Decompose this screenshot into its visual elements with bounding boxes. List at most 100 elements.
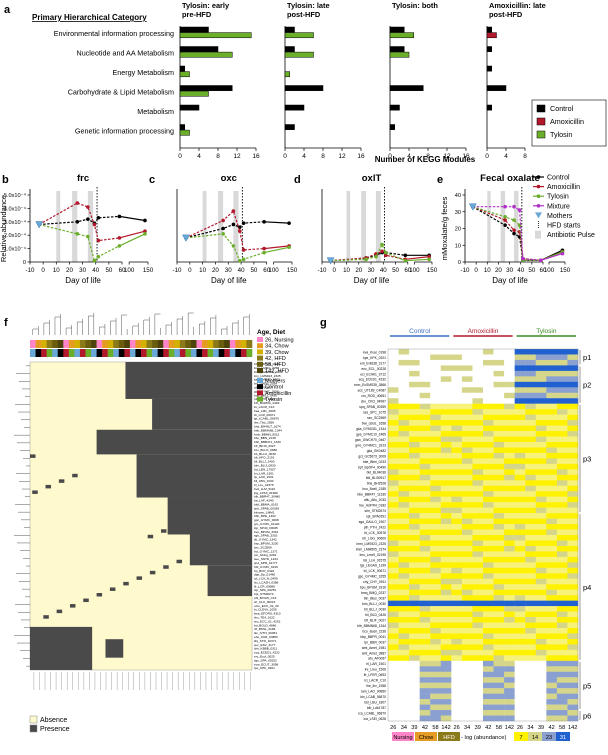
abundance-cell bbox=[546, 671, 558, 678]
abundance-cell bbox=[398, 677, 410, 683]
abundance-cell bbox=[567, 671, 579, 678]
row-label: lrt_LCK_00578 bbox=[364, 531, 386, 535]
abundance-cell bbox=[461, 617, 473, 623]
abundance-cell bbox=[525, 414, 536, 421]
abundance-cell bbox=[430, 452, 441, 459]
section-label: p1 bbox=[583, 353, 591, 362]
series-line-late-control bbox=[119, 215, 146, 222]
abundance-cell bbox=[535, 649, 547, 656]
category-label: Nucleotide and AA Metabolism bbox=[77, 49, 175, 58]
abundance-cell bbox=[493, 420, 505, 426]
abundance-cell bbox=[472, 638, 484, 645]
abundance-cell bbox=[546, 704, 558, 711]
bar-control bbox=[389, 124, 395, 130]
row-label: bmq_BMQ_0237 bbox=[361, 591, 386, 595]
abundance-cell bbox=[451, 600, 463, 607]
abundance-cell bbox=[440, 606, 452, 612]
abundance-cell bbox=[493, 633, 505, 640]
abundance-cell bbox=[514, 524, 526, 530]
abundance-cell bbox=[409, 392, 420, 399]
abundance-cell bbox=[409, 480, 420, 486]
abundance-cell bbox=[451, 655, 463, 662]
series-point-tylosin bbox=[143, 232, 147, 236]
abundance-cell bbox=[461, 567, 473, 574]
abundance-cell bbox=[398, 649, 410, 656]
abundance-cell bbox=[483, 518, 494, 525]
abundance-cell bbox=[440, 567, 452, 574]
abundance-cell bbox=[525, 387, 536, 393]
diet-legend-swatch bbox=[415, 732, 437, 741]
abundance-cell bbox=[419, 496, 431, 503]
row-label: bbp_BBPR_0041 bbox=[361, 635, 387, 639]
group-annotation-cell bbox=[235, 349, 242, 357]
abundance-cell bbox=[546, 502, 558, 508]
abundance-cell bbox=[504, 666, 515, 672]
abundance-cell bbox=[440, 425, 452, 432]
abundance-cell bbox=[388, 704, 399, 711]
abundance-cell bbox=[388, 644, 399, 651]
abundance-cell bbox=[504, 496, 515, 503]
abundance-cell bbox=[461, 600, 473, 607]
series-point-mixture bbox=[560, 251, 565, 256]
abundance-cell bbox=[451, 649, 463, 656]
age-annotation-cell bbox=[213, 340, 219, 348]
row-label: spt_SPA0291 bbox=[366, 514, 386, 518]
abundance-cell bbox=[567, 573, 579, 579]
abundance-cell bbox=[461, 409, 473, 415]
age-annotation-cell bbox=[102, 340, 108, 348]
abundance-cell bbox=[419, 458, 431, 465]
abundance-cell bbox=[409, 447, 420, 454]
abundance-cell bbox=[398, 524, 410, 530]
group-annotation-cell bbox=[179, 349, 186, 357]
row-label: pbl_BVIAS_C15 bbox=[254, 596, 277, 600]
abundance-cell bbox=[419, 628, 431, 634]
abundance-cell bbox=[525, 704, 536, 711]
bar-control bbox=[486, 46, 492, 52]
x-tick-label: 50 bbox=[250, 267, 257, 274]
abundance-cell bbox=[525, 431, 536, 437]
row-label: gpc_GYMC_0498 bbox=[254, 518, 279, 522]
abundance-cell bbox=[451, 447, 463, 454]
series-point-tylosin bbox=[364, 257, 368, 262]
legend-label: 39, Chow bbox=[265, 350, 290, 356]
abundance-cell bbox=[567, 710, 579, 716]
abundance-cell bbox=[567, 370, 579, 377]
abundance-cell bbox=[461, 529, 473, 536]
abundance-cell bbox=[472, 562, 484, 569]
abundance-cell bbox=[514, 622, 526, 629]
abundance-cell bbox=[556, 693, 568, 700]
abundance-cell bbox=[461, 431, 473, 437]
abundance-cell bbox=[504, 365, 515, 372]
abundance-cell bbox=[419, 469, 431, 476]
abundance-cell bbox=[430, 710, 441, 716]
series-line-tylosin bbox=[472, 206, 541, 261]
series-point-tylosin bbox=[383, 250, 388, 255]
abundance-cell bbox=[419, 349, 431, 355]
row-label: bce_BBL1_0426 bbox=[254, 393, 277, 397]
abundance-cell bbox=[483, 387, 494, 393]
x-tick-label: 100 bbox=[544, 267, 555, 274]
abundance-cell bbox=[483, 611, 494, 618]
abundance-cell bbox=[514, 420, 526, 426]
abundance-cell bbox=[472, 611, 484, 618]
series-point-mothers bbox=[35, 221, 44, 229]
abundance-cell bbox=[546, 628, 558, 634]
abundance-cell bbox=[535, 611, 547, 618]
abundance-cell bbox=[419, 518, 431, 525]
row-label: bld_BLi00917 bbox=[366, 476, 386, 480]
abundance-cell bbox=[504, 502, 515, 508]
abundance-cell bbox=[567, 518, 579, 525]
abundance-cell bbox=[493, 562, 505, 569]
abundance-cell bbox=[451, 359, 463, 366]
legend-label: 34, Chow bbox=[265, 344, 290, 350]
series-point-control bbox=[403, 253, 408, 258]
abundance-cell bbox=[440, 628, 452, 634]
abundance-cell bbox=[535, 567, 547, 574]
abundance-cell bbox=[525, 633, 536, 640]
series-point-mixture bbox=[538, 258, 543, 263]
abundance-cell bbox=[556, 699, 568, 705]
x-tick-label: 10 bbox=[343, 267, 350, 274]
bar-tylosin bbox=[389, 32, 414, 39]
abundance-cell bbox=[409, 518, 420, 525]
row-label: bll_LBN_1030 bbox=[254, 479, 274, 483]
